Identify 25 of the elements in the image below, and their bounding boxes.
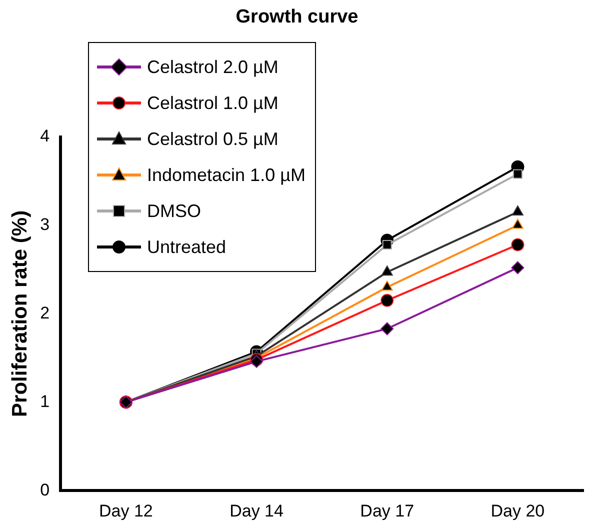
x-tick-label: Day 17 [360, 501, 414, 520]
x-tick-label: Day 20 [490, 501, 545, 520]
legend-label: Celastrol 1.0 µM [147, 92, 278, 114]
point [512, 205, 524, 216]
legend-label: Celastrol 0.5 µM [147, 128, 278, 150]
y-tick-label: 2 [40, 303, 50, 322]
point [381, 266, 393, 276]
legend-label: Untreated [147, 236, 226, 258]
x-tick-label: Day 12 [99, 501, 153, 520]
y-tick-label: 1 [40, 392, 50, 411]
y-tick-label: 0 [40, 480, 50, 500]
y-axis-title: Proliferation rate (%) [8, 210, 32, 417]
chart-title: Growth curve [236, 6, 358, 28]
y-tick-label: 3 [40, 214, 50, 234]
point [512, 169, 522, 179]
point [511, 238, 524, 252]
point [380, 322, 394, 336]
y-tick-label: 4 [40, 126, 50, 146]
point [382, 240, 392, 250]
legend-label: Indometacin 1.0 µM [147, 164, 306, 186]
point [511, 261, 524, 274]
x-tick-label: Day 14 [230, 501, 284, 520]
point [380, 294, 394, 307]
legend-label: DMSO [147, 200, 201, 222]
legend-label: Celastrol 2.0 µM [147, 56, 278, 78]
